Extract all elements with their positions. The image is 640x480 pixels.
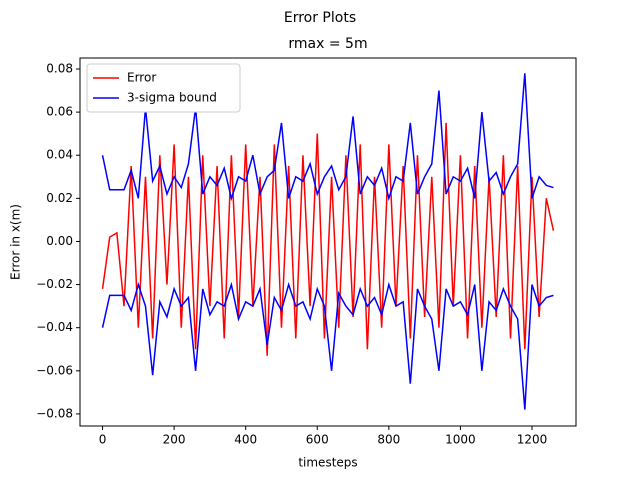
y-tick-label: −0.04 (36, 320, 73, 334)
x-tick-label: 1200 (517, 433, 548, 447)
x-tick-label: 400 (234, 433, 257, 447)
series-line (101, 122, 555, 356)
y-tick-label: 0.00 (46, 234, 73, 248)
y-tick-label: −0.06 (36, 363, 73, 377)
legend-label: 3-sigma bound (127, 91, 217, 105)
x-tick-label: 0 (99, 433, 107, 447)
y-tick-label: 0.06 (46, 105, 73, 119)
legend-box (86, 63, 241, 113)
x-tick-label: 600 (306, 433, 329, 447)
chart-subtitle: rmax = 5m (288, 36, 367, 52)
x-tick-label: 800 (377, 433, 400, 447)
series-line (101, 281, 554, 410)
plot-frame (79, 57, 577, 427)
y-tick-label: 0.08 (46, 61, 73, 75)
y-tick-label: 0.02 (46, 191, 73, 205)
x-tick-label: 200 (163, 433, 186, 447)
y-axis-label: Error in x(m) (9, 204, 23, 280)
x-tick-label: 1000 (445, 433, 476, 447)
y-tick-label: −0.02 (36, 277, 73, 291)
y-tick-label: −0.08 (36, 406, 73, 420)
legend-label: Error (127, 71, 156, 85)
series-line (101, 73, 554, 202)
y-tick-label: 0.04 (46, 148, 73, 162)
chart-title: Error Plots (284, 10, 356, 26)
x-axis-label: timesteps (298, 456, 357, 470)
